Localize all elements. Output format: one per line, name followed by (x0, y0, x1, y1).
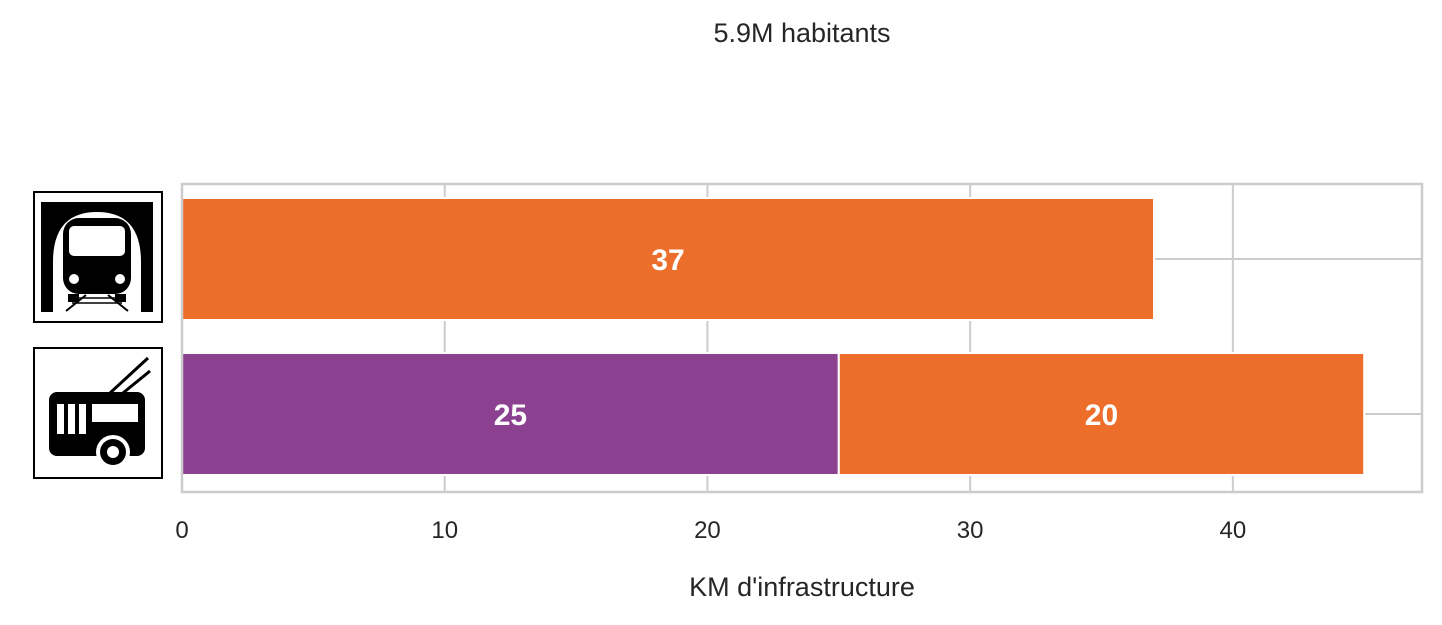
x-tick-label: 10 (431, 517, 458, 544)
x-axis-label: KM d'infrastructure (689, 572, 915, 602)
x-tick-label: 20 (694, 517, 721, 544)
x-tick-labels: 0 10 20 30 40 (175, 517, 1246, 544)
bar-trolleybus-0 (181, 352, 840, 476)
data-labels: 37 25 20 (494, 244, 1118, 432)
x-tick-label: 40 (1219, 517, 1246, 544)
bar-value-label: 25 (494, 399, 527, 432)
x-tick-label: 0 (175, 517, 188, 544)
trolleybus-icon (33, 347, 163, 479)
bar-value-label: 37 (651, 244, 684, 277)
chart-title: 5.9M habitants (713, 18, 890, 48)
bars (181, 197, 1366, 476)
x-tick-label: 30 (957, 517, 984, 544)
metro-icon (33, 191, 163, 323)
bar-trolleybus-1 (837, 352, 1366, 476)
plot-frame (180, 182, 1424, 494)
bar-value-label: 20 (1085, 399, 1118, 432)
